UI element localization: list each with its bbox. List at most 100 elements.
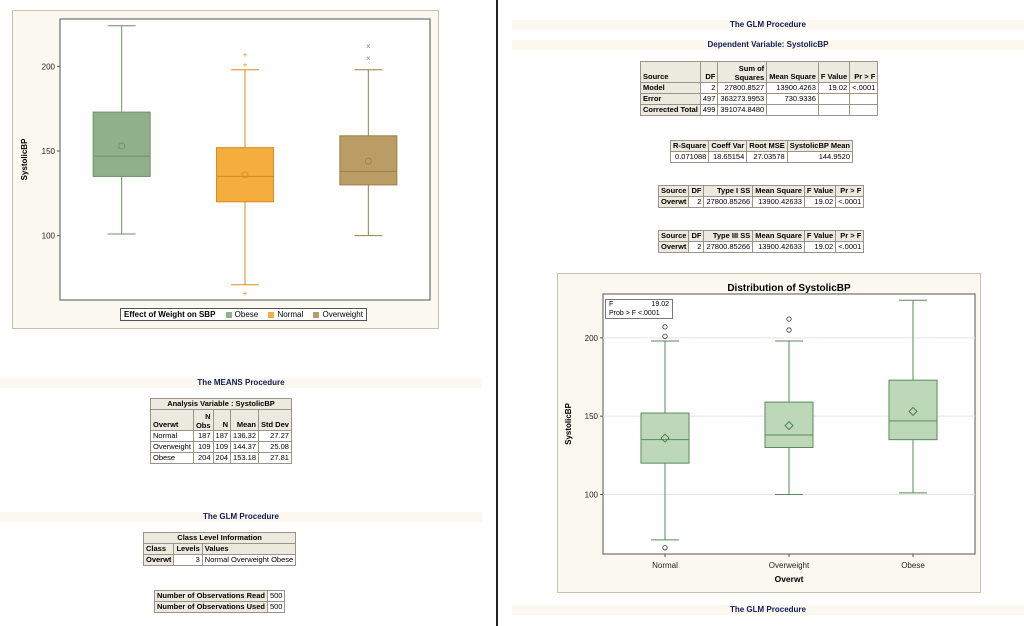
table-cell: 19.02 (817, 82, 851, 94)
glm-right-band-title: The GLM Procedure (512, 20, 1024, 30)
legend-title: Effect of Weight on SBP (124, 310, 216, 319)
x-axis-label: Overwt (775, 574, 804, 584)
table-cell: 27.81 (258, 452, 292, 464)
table-row: Obese 204 204 153.18 27.81 (150, 452, 292, 464)
box-overweight (764, 401, 814, 448)
table-cell: 497 (699, 93, 719, 105)
means-band-title: The MEANS Procedure (0, 378, 482, 388)
type3-header: Mean Square (752, 230, 805, 242)
mean-marker (118, 142, 126, 150)
right-boxplot: 200 150 100 SystolicBP Normal Overweight Obese… (564, 283, 976, 584)
class-header: Values (201, 543, 297, 555)
table-cell: 144.9520 (786, 151, 854, 163)
fit-header: Coeff Var (708, 140, 748, 152)
table-row: Normal 187 187 136.32 27.27 (150, 430, 292, 442)
outlier-point (662, 545, 668, 551)
y-tick-label: 200 (585, 334, 599, 343)
x-tick-label: Overweight (769, 561, 810, 570)
table-cell: 363273.9953 (717, 93, 768, 105)
y-axis-label: SystolicBP (20, 138, 29, 180)
table-cell: 109 (192, 441, 214, 453)
type3-header: DF (688, 230, 705, 242)
outlier-point (662, 333, 668, 339)
table-cell: 500 (266, 590, 286, 602)
type3-header: Source (657, 230, 690, 242)
observations-table: Number of Observations Read 500 Number of… (154, 590, 286, 613)
table-cell: 204 (212, 452, 232, 464)
table-cell: Number of Observations Read (154, 590, 268, 602)
table-cell: 27.27 (258, 430, 292, 442)
table-cell: <.0001 (835, 196, 865, 208)
anova-header: Source (640, 61, 701, 83)
table-row: Number of Observations Used 500 (154, 601, 286, 613)
right-chart-frame: 200 150 100 SystolicBP Normal Overweight Obese… (557, 273, 981, 593)
means-header: Mean (230, 409, 259, 431)
anova-header: Mean Square (766, 61, 819, 83)
type1-header: DF (688, 185, 705, 197)
table-row: Model 2 27800.8527 13900.4263 19.02 <.0001 (640, 82, 879, 94)
table-cell: Overwt (142, 554, 175, 566)
f-stat-box: F 19.02 Prob > F <.0001 (605, 299, 673, 319)
mean-marker (660, 433, 670, 443)
type1-header: Mean Square (752, 185, 805, 197)
f-stat-row: F 19.02 (609, 300, 669, 309)
anova-header: Sum of Squares (717, 61, 768, 83)
means-table: Analysis Variable : SystolicBP Overwt N … (150, 398, 292, 464)
outlier-point: + (243, 61, 248, 70)
y-axis-label: SystolicBP (564, 402, 573, 444)
table-cell: 3 (173, 554, 203, 566)
table-cell: 730.9336 (766, 93, 819, 105)
table-row: Overwt 3 Normal Overweight Obese (142, 554, 297, 566)
type1-ss-table: Source DF Type I SS Mean Square F Value … (657, 185, 865, 208)
type1-header: Type I SS (703, 185, 754, 197)
fit-header: SystolicBP Mean (786, 140, 854, 152)
class-caption: Class Level Information (142, 532, 297, 544)
f-label: F (609, 301, 614, 308)
type3-header: F Value (803, 230, 837, 242)
table-cell: 27.03578 (746, 151, 788, 163)
y-tick-label: 100 (42, 232, 56, 241)
means-header: Std Dev (258, 409, 292, 431)
type3-ss-table: Source DF Type III SS Mean Square F Valu… (657, 230, 865, 253)
table-cell: Corrected Total (640, 104, 701, 116)
type3-header: Type III SS (703, 230, 754, 242)
table-cell: 13900.4263 (766, 82, 819, 94)
chart-title: Distribution of SystolicBP (727, 283, 851, 294)
table-cell: 18.65154 (708, 151, 748, 163)
table-row: Overweight 109 109 144.37 25.08 (150, 441, 292, 453)
legend-swatch-normal (268, 311, 275, 318)
means-header: Overwt (150, 409, 194, 431)
fit-header: R-Square (669, 140, 710, 152)
table-cell (817, 93, 851, 105)
table-cell: 499 (699, 104, 719, 116)
class-header: Levels (173, 543, 203, 555)
table-cell: 0.071088 (669, 151, 710, 163)
table-cell: 187 (192, 430, 214, 442)
y-tick-label: 200 (42, 62, 56, 71)
y-tick-label: 150 (42, 147, 56, 156)
table-cell (766, 104, 819, 116)
outlier-point: + (243, 51, 248, 60)
table-cell: 136.32 (230, 430, 259, 442)
table-cell: 13900.42633 (752, 196, 805, 208)
anova-header: F Value (817, 61, 851, 83)
outlier-point (662, 324, 668, 330)
outlier-point: + (243, 289, 248, 298)
means-header: N Obs (192, 409, 214, 431)
legend-label-normal: Normal (277, 310, 304, 319)
fit-header: Root MSE (746, 140, 788, 152)
box-normal (640, 412, 690, 464)
class-level-table: Class Level Information Class Levels Val… (142, 532, 297, 566)
x-tick-label: Normal (652, 561, 678, 570)
means-caption: Analysis Variable : SystolicBP (150, 398, 292, 410)
type1-header: F Value (803, 185, 837, 197)
table-cell: 25.08 (258, 441, 292, 453)
y-tick-label: 150 (585, 412, 599, 421)
mean-marker (241, 171, 249, 179)
table-cell: 19.02 (803, 241, 837, 253)
table-row: 0.071088 18.65154 27.03578 144.9520 (669, 151, 854, 163)
type3-header: Pr > F (835, 230, 865, 242)
legend-swatch-overweight (313, 311, 320, 318)
table-cell: <.0001 (835, 241, 865, 253)
table-cell: 27800.8527 (717, 82, 768, 94)
